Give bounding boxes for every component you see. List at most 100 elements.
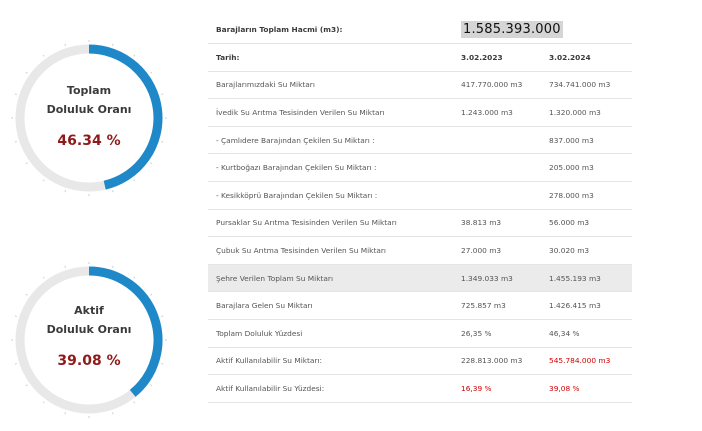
gauge-tick-mark (25, 71, 28, 74)
row-value-2024: 1.320.000 m3 (549, 107, 601, 117)
gauge-tick-mark (150, 293, 153, 296)
gauge-tick-mark (112, 265, 114, 268)
table-row: Barajlarımızdaki Su Miktarı 417.770.000 m… (208, 72, 632, 100)
row-value-2023: 725.857 m3 (461, 301, 506, 311)
gauge-tick-mark (64, 265, 66, 268)
row-label: - Kesikköprü Barajından Çekilen Su Mikta… (216, 190, 378, 200)
row-label: Aktif Kullanılabilir Su Yüzdesi: (216, 383, 325, 393)
gauge-tick-mark (14, 93, 17, 95)
gauge-tick-mark (42, 54, 45, 57)
gauge-tick-mark (112, 412, 114, 415)
row-label: Barajlara Gelen Su Miktarı (216, 301, 313, 311)
gauge-tick-mark (150, 384, 153, 387)
row-label: Şehre Verilen Toplam Su Miktarı (216, 273, 334, 283)
gauge-tick-mark (133, 276, 136, 279)
dam-statistics-table: Barajların Toplam Hacmi (m3): 1.585.393.… (208, 16, 632, 403)
row-label: Çubuk Su Arıtma Tesisinden Verilen Su Mi… (216, 245, 386, 255)
gauge-ring (11, 40, 167, 196)
table-row: Aktif Kullanılabilir Su Miktarı: 228.813.… (208, 348, 632, 376)
table-row: Çubuk Su Arıtma Tesisinden Verilen Su Mi… (208, 237, 632, 265)
gauge-fill-arc (88, 44, 163, 190)
row-value-2024: 1.455.193 m3 (549, 273, 601, 283)
gauge-tick-mark (133, 401, 136, 404)
gauge-percentage-value: 39.08 % (57, 353, 121, 369)
gauge-tick-mark (161, 315, 164, 317)
gauge-toplam-doluluk: Toplam Doluluk Oranı 46.34 % (11, 40, 167, 196)
gauge-ring (11, 262, 167, 418)
table-row: - Kesikköprü Barajından Çekilen Su Mikta… (208, 182, 632, 210)
row-value-2024: 30.020 m3 (549, 245, 590, 255)
gauge-tick-mark (161, 363, 164, 365)
row-value-2023: 16,39 % (461, 383, 492, 393)
total-capacity-cell: 1.585.393.000 (461, 16, 632, 43)
row-value-2024: 1.426.415 m3 (549, 301, 601, 311)
date-column-1: 3.02.2023 (461, 52, 503, 62)
gauge-tick-mark (42, 401, 45, 404)
date-header-row: Tarih: 3.02.2023 3.02.2024 (208, 44, 632, 72)
gauge-tick-mark (14, 141, 17, 143)
row-label: - Kurtboğazı Barajından Çekilen Su Mikta… (216, 163, 377, 173)
gauge-title-line1: Aktif (74, 304, 104, 317)
gauge-title-line1: Toplam (66, 84, 112, 97)
gauge-tick-mark (133, 179, 136, 182)
table-row: Aktif Kullanılabilir Su Yüzdesi: 16,39 % 3… (208, 375, 632, 403)
row-value-2023: 228.813.000 m3 (461, 356, 523, 366)
table-row: İvedik Su Arıtma Tesisinden Verilen Su M… (208, 99, 632, 127)
gauge-aktif-doluluk: Aktif Doluluk Oranı 39.08 % (11, 262, 167, 418)
row-value-2023: 38.813 m3 (461, 218, 502, 228)
gauge-tick-mark (14, 363, 17, 365)
row-value-2023 (461, 182, 551, 209)
gauge-ticks (11, 262, 167, 418)
row-value-2023 (461, 127, 551, 154)
row-value-2024: 545.784.000 m3 (549, 356, 611, 366)
gauge-tick-mark (64, 43, 66, 46)
table-row: - Çamlıdere Barajından Çekilen Su Miktar… (208, 127, 632, 155)
total-capacity-label: Barajların Toplam Hacmi (m3): (216, 25, 343, 34)
row-value-2023: 1.349.033 m3 (461, 273, 513, 283)
row-value-2023 (461, 154, 551, 181)
row-value-2024: 278.000 m3 (549, 190, 594, 200)
row-value-2024: 56.000 m3 (549, 218, 590, 228)
gauge-tick-mark (64, 190, 66, 193)
row-label: Pursaklar Su Arıtma Tesisinden Verilen S… (216, 218, 397, 228)
table-row: Barajlara Gelen Su Miktarı 725.857 m3 1.42… (208, 292, 632, 320)
gauge-tick-mark (25, 384, 28, 387)
gauge-tick-mark (25, 162, 28, 165)
table-row: - Kurtboğazı Barajından Çekilen Su Mikta… (208, 154, 632, 182)
gauge-fill-arc (88, 266, 163, 397)
gauge-tick-mark (161, 141, 164, 143)
row-value-2024: 46,34 % (549, 328, 580, 338)
table-row: Pursaklar Su Arıtma Tesisinden Verilen S… (208, 210, 632, 238)
date-header-label: Tarih: (216, 52, 240, 62)
row-label: Toplam Doluluk Yüzdesi (216, 328, 303, 338)
gauge-title-line2: Doluluk Oranı (46, 103, 132, 116)
row-value-2024: 39,08 % (549, 383, 580, 393)
gauge-tick-mark (112, 190, 114, 193)
gauge-tick-mark (25, 293, 28, 296)
row-value-2023: 26,35 % (461, 328, 492, 338)
gauge-tick-mark (42, 276, 45, 279)
gauge-tick-mark (112, 43, 114, 46)
date-column-2: 3.02.2024 (549, 52, 591, 62)
gauge-tick-mark (42, 179, 45, 182)
row-value-2024: 734.741.000 m3 (549, 80, 611, 90)
gauge-title-line2: Doluluk Oranı (46, 323, 132, 336)
row-label: - Çamlıdere Barajından Çekilen Su Miktar… (216, 135, 375, 145)
row-label: Barajlarımızdaki Su Miktarı (216, 80, 315, 90)
row-value-2023: 417.770.000 m3 (461, 80, 523, 90)
row-label: İvedik Su Arıtma Tesisinden Verilen Su M… (216, 107, 385, 117)
row-value-2023: 1.243.000 m3 (461, 107, 513, 117)
gauge-percentage-value: 46.34 % (57, 133, 121, 149)
gauge-tick-mark (133, 54, 136, 57)
total-capacity-row: Barajların Toplam Hacmi (m3): 1.585.393.… (208, 16, 632, 44)
gauge-tick-mark (150, 162, 153, 165)
table-row: Şehre Verilen Toplam Su Miktarı 1.349.033… (208, 264, 632, 293)
table-row: Toplam Doluluk Yüzdesi 26,35 % 46,34 % (208, 320, 632, 348)
row-value-2024: 205.000 m3 (549, 163, 594, 173)
row-label: Aktif Kullanılabilir Su Miktarı: (216, 356, 323, 366)
gauge-tick-mark (64, 412, 66, 415)
gauge-tick-mark (150, 71, 153, 74)
gauge-tick-mark (14, 315, 17, 317)
gauge-tick-mark (161, 93, 164, 95)
total-capacity-value: 1.585.393.000 (461, 21, 563, 38)
